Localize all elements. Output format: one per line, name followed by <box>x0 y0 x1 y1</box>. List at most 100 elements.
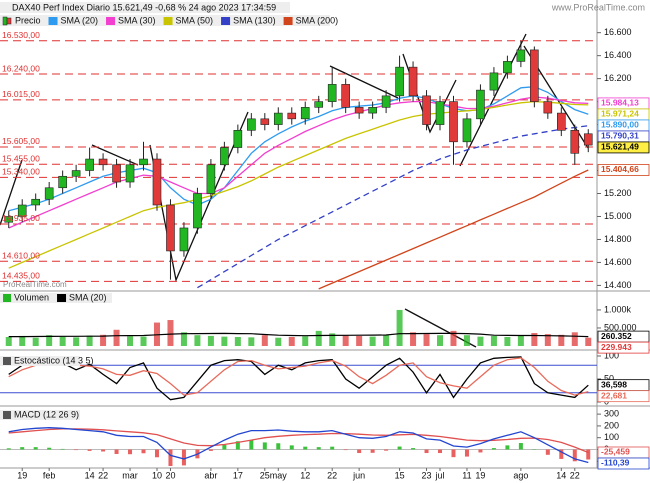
histogram-bar <box>330 446 335 450</box>
volume-bar <box>113 329 120 346</box>
x-tick-label: 20 <box>165 470 175 480</box>
volume-bar <box>571 332 578 346</box>
level-label: 14.610,00 <box>2 251 40 261</box>
x-tick-label: 14 <box>556 470 566 480</box>
value-box-label: 22,681 <box>601 390 627 400</box>
panel <box>0 427 597 466</box>
volume-bar <box>32 337 39 346</box>
histogram-bar <box>464 449 469 457</box>
histogram-bar <box>478 449 483 453</box>
candle-body <box>98 158 108 166</box>
volume-bar <box>248 337 255 346</box>
legend-label: SMA (200) <box>296 15 339 25</box>
legend-label: SMA (20) <box>61 15 99 25</box>
volume-bar <box>221 336 228 346</box>
level-label: 16.530,00 <box>2 30 40 40</box>
y-tick-label: 500.000 <box>604 322 637 332</box>
histogram-bar <box>303 446 308 450</box>
macd-line <box>8 427 589 464</box>
value-box-label: 260.352 <box>601 331 632 341</box>
panel <box>0 40 597 290</box>
trend-line <box>459 33 527 167</box>
candle-body <box>166 204 175 252</box>
volume-bar <box>140 336 147 346</box>
y-tick-label: 50 <box>604 373 614 383</box>
candle-body <box>4 216 14 223</box>
watermark: www.ProRealTime.com <box>551 2 645 12</box>
histogram-bar <box>168 449 173 466</box>
volume-bar <box>517 335 524 346</box>
histogram-bar <box>518 443 523 450</box>
candle-body <box>422 95 431 125</box>
value-box-label: 229.943 <box>601 342 632 352</box>
chart-title: DAX40 Perf Index Diario 15.621,49 -0,68 … <box>12 2 276 12</box>
panel <box>0 356 597 401</box>
histogram-bar <box>235 441 240 450</box>
volume-bar <box>490 335 497 346</box>
level-label: 15.340,00 <box>2 167 40 177</box>
histogram-bar <box>289 445 294 450</box>
x-tick-label: mar <box>122 470 138 480</box>
y-tick-label: 100 <box>604 350 619 360</box>
y-tick-label: 14.600 <box>604 257 632 267</box>
histogram-bar <box>128 449 133 455</box>
candle-body <box>543 101 553 114</box>
candle-body <box>395 66 404 97</box>
candle-body <box>530 49 539 102</box>
histogram-bar <box>74 449 79 451</box>
volume-bar <box>194 335 201 346</box>
volume-bar <box>59 336 66 346</box>
level-label: 15.605,00 <box>2 136 40 146</box>
candle-body <box>570 130 580 154</box>
histogram-bar <box>491 448 496 450</box>
panel-header <box>0 293 112 303</box>
value-box-label: 15.790,31 <box>601 131 639 141</box>
volume-bar <box>369 336 376 346</box>
histogram-bar <box>559 449 564 459</box>
candle-body <box>85 158 94 171</box>
x-tick-label: 22 <box>98 470 108 480</box>
level-label: 15.455,00 <box>2 153 40 163</box>
panel-title: Estocástico (14 3 5) <box>14 355 94 365</box>
y-tick-label: 16.600 <box>604 27 632 37</box>
panel-swatch <box>3 294 11 302</box>
y-tick-label: 200 <box>604 420 619 430</box>
candle-body <box>206 164 216 194</box>
volume-bar <box>86 335 93 346</box>
value-box-label: 15.971,24 <box>601 109 639 119</box>
x-tick-label: 14 <box>85 470 95 480</box>
y-tick-label: 100 <box>604 432 619 442</box>
sma-line <box>8 100 589 269</box>
histogram-bar <box>384 449 389 451</box>
y-tick-label: 15.000 <box>604 211 632 221</box>
value-box-label: -25,459 <box>601 447 630 457</box>
volume-bar <box>477 336 484 346</box>
legend-swatch <box>2 16 8 26</box>
level-label: 16.015,00 <box>2 89 40 99</box>
level-label: 16.240,00 <box>2 63 40 73</box>
candle-body <box>327 84 337 102</box>
candle-body <box>354 107 364 114</box>
histogram-bar <box>20 447 25 450</box>
x-tick-label: ago <box>513 470 528 480</box>
legend-swatch <box>106 17 116 25</box>
panel-swatch <box>3 357 11 365</box>
panel-title: Volumen <box>14 292 49 302</box>
histogram-bar <box>60 448 65 450</box>
candle-body <box>341 84 350 108</box>
volume-bar <box>207 335 214 346</box>
histogram-bar <box>6 448 11 450</box>
x-tick-label: feb <box>43 470 56 480</box>
volume-bar <box>531 333 538 346</box>
x-tick-label: 19 <box>17 470 27 480</box>
histogram-bar <box>545 449 550 455</box>
histogram-bar <box>586 449 591 460</box>
legend-swatch <box>163 17 173 25</box>
volume-bar <box>356 335 363 346</box>
candle-body <box>583 133 593 146</box>
level-label: 14.935,00 <box>2 213 40 223</box>
panel-swatch <box>3 411 11 419</box>
histogram-bar <box>424 449 429 454</box>
volume-bar <box>423 334 430 346</box>
